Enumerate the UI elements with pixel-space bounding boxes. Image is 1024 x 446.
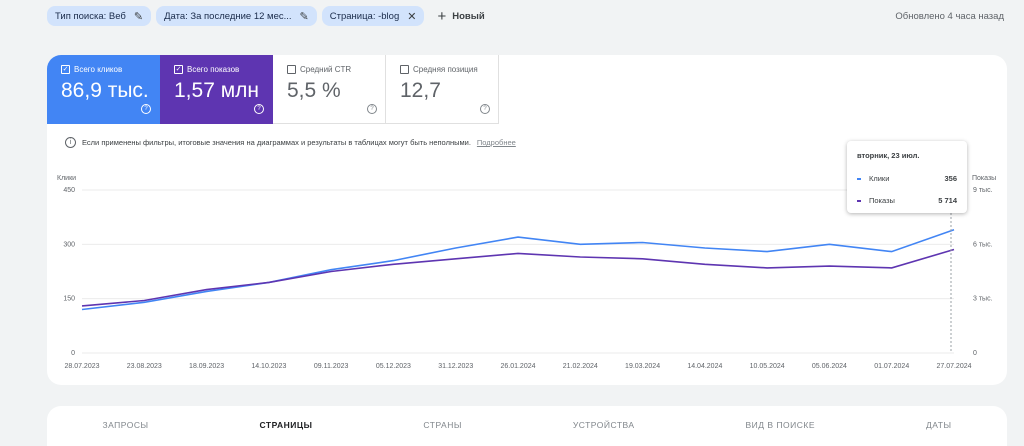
metric-average-ctr[interactable]: Средний CTR 5,5 % ? <box>273 55 386 124</box>
tab-pages[interactable]: СТРАНИЦЫ <box>259 420 313 430</box>
tooltip-row-impressions: Показы 5 714 <box>857 196 957 205</box>
x-tick-label: 18.09.2023 <box>189 363 224 370</box>
edit-icon[interactable]: ✎ <box>133 10 144 23</box>
last-updated-text: Обновлено 4 часа назад <box>895 11 1004 22</box>
tab-search-appearance[interactable]: ВИД В ПОИСКЕ <box>745 420 816 430</box>
metric-total-clicks[interactable]: ✓ Всего кликов 86,9 тыс. ? <box>47 55 160 124</box>
left-tick-label: 450 <box>63 187 75 194</box>
series-line-clicks <box>81 229 955 311</box>
x-tick-label: 09.11.2023 <box>314 363 349 370</box>
right-tick-label: 6 тыс. <box>973 241 993 248</box>
legend-marker <box>857 177 861 180</box>
metric-label: Средний CTR <box>300 65 352 74</box>
x-tick-label: 23.08.2023 <box>127 363 162 370</box>
chart-tooltip: вторник, 23 июл. Клики 356 Показы 5 714 <box>847 141 967 213</box>
right-axis-title: Показы <box>972 175 996 182</box>
right-tick-label: 3 тыс. <box>973 296 993 303</box>
help-icon[interactable]: ? <box>254 104 264 114</box>
report-tabs: ЗАПРОСЫ СТРАНИЦЫ СТРАНЫ УСТРОЙСТВА ВИД В… <box>47 406 1007 446</box>
tooltip-row-value: 356 <box>944 174 957 183</box>
x-tick-label: 05.12.2023 <box>376 363 411 370</box>
x-tick-label: 05.06.2024 <box>812 363 847 370</box>
metric-tiles: ✓ Всего кликов 86,9 тыс. ? ✓ Всего показов… <box>47 55 1007 124</box>
tooltip-row-name: Клики <box>869 174 890 183</box>
x-tick-label: 19.03.2024 <box>625 363 660 370</box>
x-tick-label: 26.01.2024 <box>500 363 535 370</box>
metric-label: Всего кликов <box>74 65 123 74</box>
notice-text: Если применены фильтры, итоговые значени… <box>82 138 471 147</box>
metric-value: 12,7 <box>400 79 441 102</box>
filter-bar: Тип поиска: Веб ✎ Дата: За последние 12 … <box>47 6 485 26</box>
metric-value: 1,57 млн <box>174 79 259 102</box>
new-filter-button[interactable]: + Новый <box>437 9 484 24</box>
tab-countries[interactable]: СТРАНЫ <box>423 420 462 430</box>
tab-dates[interactable]: ДАТЫ <box>925 420 952 430</box>
tooltip-row-value: 5 714 <box>938 196 957 205</box>
metric-total-impressions[interactable]: ✓ Всего показов 1,57 млн ? <box>160 55 273 124</box>
x-tick-label: 27.07.2024 <box>936 363 971 370</box>
left-tick-label: 0 <box>71 350 75 357</box>
left-tick-label: 150 <box>63 296 75 303</box>
performance-card: ✓ Всего кликов 86,9 тыс. ? ✓ Всего показов… <box>47 55 1007 385</box>
checkbox-unchecked-icon[interactable] <box>287 65 296 74</box>
tooltip-row-clicks: Клики 356 <box>857 174 957 183</box>
data-notice: i Если применены фильтры, итоговые значе… <box>65 137 516 148</box>
checkbox-unchecked-icon[interactable] <box>400 65 409 74</box>
close-icon[interactable]: ✕ <box>407 10 417 23</box>
x-tick-label: 14.04.2024 <box>687 363 722 370</box>
x-tick-label: 01.07.2024 <box>874 363 909 370</box>
legend-marker <box>857 199 861 202</box>
filter-chip-label: Тип поиска: Веб <box>55 10 126 22</box>
help-icon[interactable]: ? <box>367 104 377 114</box>
help-icon[interactable]: ? <box>141 104 151 114</box>
tooltip-date: вторник, 23 июл. <box>857 151 920 160</box>
filter-chip-label: Страница: -blog <box>329 10 400 22</box>
edit-icon[interactable]: ✎ <box>299 10 309 23</box>
metric-average-position[interactable]: Средняя позиция 12,7 ? <box>386 55 499 124</box>
x-tick-label: 21.02.2024 <box>563 363 598 370</box>
plus-icon: + <box>437 7 447 25</box>
tooltip-row-name: Показы <box>869 196 895 205</box>
x-tick-label: 31.12.2023 <box>438 363 473 370</box>
metric-value: 5,5 % <box>287 79 341 102</box>
tab-queries[interactable]: ЗАПРОСЫ <box>102 420 149 430</box>
x-tick-label: 10.05.2024 <box>750 363 785 370</box>
filter-chip-date[interactable]: Дата: За последние 12 мес... ✎ <box>156 6 317 26</box>
right-tick-label: 0 <box>973 350 977 357</box>
series-line-impressions <box>81 248 955 307</box>
left-tick-label: 300 <box>63 241 75 248</box>
filter-chip-label: Дата: За последние 12 мес... <box>164 10 292 22</box>
tab-devices[interactable]: УСТРОЙСТВА <box>572 420 635 430</box>
x-tick-label: 28.07.2023 <box>64 363 99 370</box>
metric-value: 86,9 тыс. <box>61 79 149 102</box>
metric-label: Всего показов <box>187 65 240 74</box>
filter-chip-page[interactable]: Страница: -blog ✕ <box>321 6 425 26</box>
checkbox-checked-icon[interactable]: ✓ <box>61 65 70 74</box>
metric-label: Средняя позиция <box>413 65 478 74</box>
left-axis-title: Клики <box>57 175 76 182</box>
checkbox-checked-icon[interactable]: ✓ <box>174 65 183 74</box>
help-icon[interactable]: ? <box>480 104 490 114</box>
x-tick-label: 14.10.2023 <box>251 363 286 370</box>
new-filter-label: Новый <box>452 10 485 22</box>
performance-chart[interactable]: Клики Показы 450 9 тыс. 300 6 тыс. 150 3 тыс. 0 0… <box>47 55 1007 385</box>
right-tick-label: 9 тыс. <box>973 187 993 194</box>
learn-more-link[interactable]: Подробнее <box>476 138 516 147</box>
info-icon: i <box>65 137 76 148</box>
filter-chip-search-type[interactable]: Тип поиска: Веб ✎ <box>47 6 152 26</box>
